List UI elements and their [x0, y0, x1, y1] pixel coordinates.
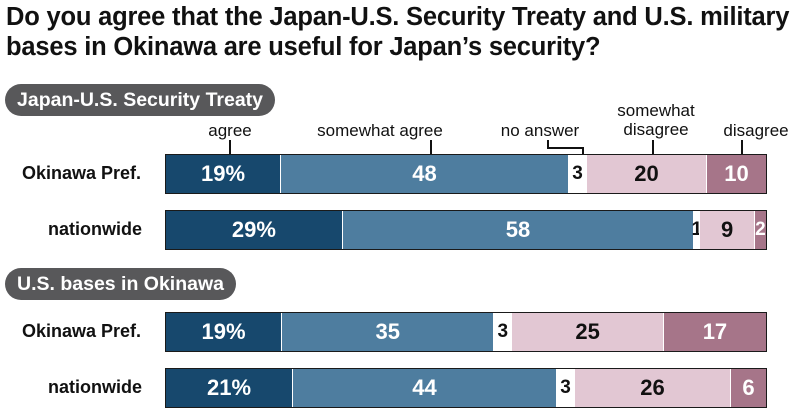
- leader-agree: [229, 140, 231, 154]
- bar-treaty-nationwide: 29% 58 1 9 2: [165, 210, 767, 250]
- legend-no-answer: no answer: [500, 121, 580, 140]
- section-label-us-bases: U.S. bases in Okinawa: [5, 268, 236, 300]
- row-label-nationwide-treaty: nationwide: [48, 219, 142, 239]
- data-label-agree: 19%: [200, 161, 246, 186]
- bar-segment-no-answer: 1: [691, 211, 703, 249]
- data-label-disagree: 6: [742, 375, 755, 400]
- row-label-nationwide-bases: nationwide: [48, 377, 142, 397]
- data-label-somewhat-disagree: 25: [575, 319, 600, 344]
- bar-segment-somewhat-disagree: 9: [699, 211, 754, 249]
- bar-treaty-okinawa: 19% 48 3 20 10: [165, 154, 767, 194]
- data-label-agree: 21%: [206, 375, 252, 400]
- data-label-somewhat-disagree: 9: [720, 217, 734, 242]
- data-label-no-answer: 3: [572, 163, 583, 184]
- data-label-somewhat-disagree: 26: [640, 375, 665, 400]
- bar-segment-somewhat-agree: 58: [341, 211, 694, 249]
- leader-disagree: [741, 140, 743, 154]
- section-label-security-treaty: Japan-U.S. Security Treaty: [5, 84, 276, 116]
- data-label-disagree: 17: [702, 319, 728, 344]
- legend-somewhat-agree: somewhat agree: [317, 121, 443, 140]
- bar-segment-somewhat-agree: 35: [281, 313, 494, 351]
- data-label-somewhat-disagree: 20: [634, 161, 659, 186]
- data-label-agree: 29%: [231, 217, 276, 242]
- legend-disagree: disagree: [723, 121, 789, 140]
- leader-no-answer-h: [547, 147, 583, 149]
- bar-segment-disagree: 2: [753, 211, 766, 249]
- bar-segment-disagree: 6: [730, 369, 766, 407]
- legend-agree: agree: [208, 121, 252, 140]
- data-label-agree: 19%: [201, 319, 246, 344]
- data-label-somewhat-agree: 48: [412, 161, 437, 186]
- bar-segment-disagree: 17: [662, 313, 766, 351]
- bar-segment-somewhat-disagree: 26: [574, 369, 730, 407]
- bar-segment-somewhat-agree: 48: [280, 155, 568, 193]
- legend-somewhat-disagree-line1: somewhat: [617, 101, 695, 120]
- bar-segment-agree: 21%: [166, 369, 292, 407]
- row-label-okinawa-treaty: Okinawa Pref.: [22, 163, 142, 183]
- bar-segment-agree: 19%: [166, 313, 282, 351]
- legend-somewhat-disagree-line2: disagree: [623, 120, 689, 139]
- bar-segment-somewhat-disagree: 25: [511, 313, 663, 351]
- leader-somewhat-disagree: [652, 140, 654, 154]
- data-label-no-answer: 1: [691, 219, 703, 240]
- leader-somewhat-agree: [430, 140, 432, 154]
- data-label-somewhat-agree: 58: [505, 217, 531, 242]
- bar-bases-okinawa: 19% 35 3 25 17: [165, 312, 767, 352]
- bar-segment-disagree: 10: [706, 155, 766, 193]
- legend-somewhat-disagree: somewhat disagree: [600, 101, 712, 139]
- bar-segment-somewhat-disagree: 20: [586, 155, 706, 193]
- row-label-okinawa-bases: Okinawa Pref.: [22, 321, 142, 341]
- chart-title: Do you agree that the Japan-U.S. Securit…: [6, 3, 790, 61]
- bar-segment-agree: 19%: [166, 155, 280, 193]
- data-label-disagree: 2: [755, 219, 766, 240]
- data-label-somewhat-agree: 35: [375, 319, 400, 344]
- bar-segment-agree: 29%: [166, 211, 342, 249]
- data-label-disagree: 10: [724, 161, 749, 186]
- data-label-no-answer: 3: [497, 321, 509, 342]
- bar-segment-somewhat-agree: 44: [292, 369, 556, 407]
- bar-bases-nationwide: 21% 44 3 26 6: [165, 368, 767, 408]
- leader-no-answer-v1: [547, 140, 549, 148]
- data-label-somewhat-agree: 44: [412, 375, 437, 400]
- data-label-no-answer: 3: [560, 377, 571, 398]
- bar-segment-no-answer: 3: [556, 369, 574, 407]
- bar-segment-no-answer: 3: [568, 155, 586, 193]
- bar-segment-no-answer: 3: [493, 313, 512, 351]
- leader-no-answer-v2: [582, 147, 584, 155]
